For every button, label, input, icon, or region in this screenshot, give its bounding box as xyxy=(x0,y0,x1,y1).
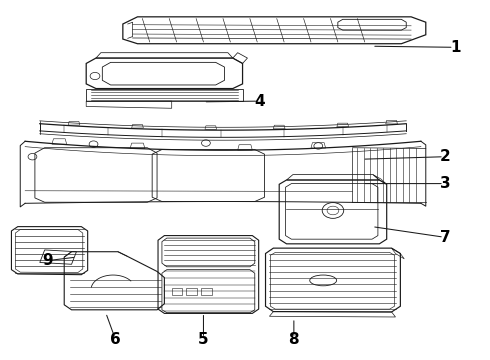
Text: 2: 2 xyxy=(440,149,451,164)
Text: 4: 4 xyxy=(254,94,265,109)
Text: 5: 5 xyxy=(198,332,209,347)
Text: 8: 8 xyxy=(289,332,299,347)
Text: 1: 1 xyxy=(450,40,460,55)
Text: 3: 3 xyxy=(440,176,451,191)
Text: 9: 9 xyxy=(42,253,52,268)
Text: 7: 7 xyxy=(440,230,451,245)
Text: 6: 6 xyxy=(110,332,121,347)
